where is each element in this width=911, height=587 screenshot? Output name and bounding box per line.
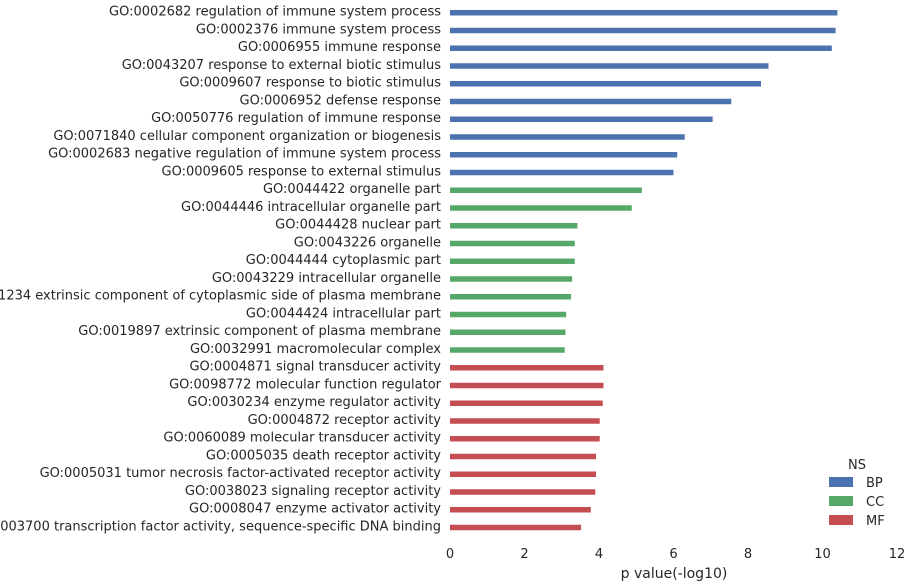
bar-bp xyxy=(450,116,713,122)
y-tick-label: GO:0006952 defense response xyxy=(240,93,442,108)
bar-bp xyxy=(450,81,762,87)
y-tick-label: GO:0044428 nuclear part xyxy=(275,218,441,233)
bar-mf xyxy=(450,524,582,531)
y-tick-label: GO:0009605 response to external stimulus xyxy=(162,164,442,179)
y-tick-label: GO:0044422 organelle part xyxy=(263,182,441,197)
y-tick-label: GO:0002376 immune system process xyxy=(196,22,441,37)
bar-cc xyxy=(450,187,642,193)
bar-mf xyxy=(450,453,597,460)
bar-mf xyxy=(450,418,600,424)
legend-swatch-bp xyxy=(829,477,853,487)
bar-mf xyxy=(450,436,600,442)
y-tick-label: GO:0071840 cellular component organizati… xyxy=(53,129,441,144)
y-tick-label: GO:0004871 signal transducer activity xyxy=(189,360,441,375)
y-tick-label: GO:0060089 molecular transducer activity xyxy=(163,431,441,446)
bar-bp xyxy=(450,45,832,51)
y-tick-label: GO:0050776 regulation of immune response xyxy=(151,111,441,126)
bar-mf xyxy=(450,489,596,495)
y-tick-label: GO:0043229 intracellular organelle xyxy=(212,271,441,286)
bar-mf xyxy=(450,400,603,406)
y-tick-label: GO:0031234 extrinsic component of cytopl… xyxy=(0,289,441,304)
y-tick-label: GO:0038023 signaling receptor activity xyxy=(185,484,441,499)
legend-label: BP xyxy=(866,476,883,491)
y-tick-label: GO:0008047 enzyme activator activity xyxy=(189,502,441,517)
y-tick-label: GO:0044444 cytoplasmic part xyxy=(246,253,441,268)
y-tick-label: GO:0002682 regulation of immune system p… xyxy=(109,5,441,20)
y-tick-label: GO:0009607 response to biotic stimulus xyxy=(179,76,441,91)
x-tick-label: 8 xyxy=(744,547,752,562)
x-tick-label: 2 xyxy=(520,547,528,562)
bar-bp xyxy=(450,27,836,34)
y-tick-label: GO:0043226 organelle xyxy=(294,235,441,250)
x-tick-label: 4 xyxy=(595,547,603,562)
bar-bp xyxy=(450,152,678,158)
bar-cc xyxy=(450,205,632,211)
bar-bp xyxy=(450,63,769,69)
y-tick-label: GO:0019897 extrinsic component of plasma… xyxy=(78,324,441,339)
y-tick-label: GO:0032991 macromolecular complex xyxy=(190,342,441,357)
x-axis-label: p value(-log10) xyxy=(621,566,728,582)
bar-mf xyxy=(450,471,597,477)
x-tick-label: 10 xyxy=(814,547,831,562)
x-tick-label: 0 xyxy=(446,547,454,562)
x-tick-labels: 0 2 4 6 8 10 12 xyxy=(446,547,905,562)
bar-cc xyxy=(450,223,578,229)
y-tick-label: GO:0005035 death receptor activity xyxy=(206,448,441,463)
bar-cc xyxy=(450,240,575,247)
bar-cc xyxy=(450,258,575,264)
bar-bp xyxy=(450,98,732,105)
y-tick-label: GO:0044424 intracellular part xyxy=(246,306,441,321)
legend-swatch-cc xyxy=(829,496,853,506)
legend-label: CC xyxy=(866,495,884,510)
bar-cc xyxy=(450,276,573,282)
y-tick-label: GO:0044446 intracellular organelle part xyxy=(181,200,441,215)
bars-group xyxy=(450,10,838,531)
bar-cc xyxy=(450,311,567,318)
legend-title: NS xyxy=(848,458,866,473)
y-tick-label: GO:0005031 tumor necrosis factor-activat… xyxy=(40,466,442,481)
bar-cc xyxy=(450,347,565,353)
x-tick-label: 12 xyxy=(889,547,906,562)
bar-bp xyxy=(450,134,685,140)
legend-label: MF xyxy=(866,514,885,529)
y-tick-label: GO:0006955 immune response xyxy=(238,40,441,55)
bar-mf xyxy=(450,507,591,513)
x-tick-label: 6 xyxy=(669,547,677,562)
bar-mf xyxy=(450,382,604,389)
y-tick-labels: GO:0002682 regulation of immune system p… xyxy=(0,5,442,535)
y-tick-label: GO:0043207 response to external biotic s… xyxy=(122,58,442,73)
bar-cc xyxy=(450,294,572,300)
bar-cc xyxy=(450,329,566,335)
bar-bp xyxy=(450,10,838,16)
y-tick-label: GO:0030234 enzyme regulator activity xyxy=(187,395,441,410)
y-tick-label: GO:0002683 negative regulation of immune… xyxy=(48,147,441,162)
y-tick-label: GO:0003700 transcription factor activity… xyxy=(0,519,441,534)
y-tick-label: GO:0098772 molecular function regulator xyxy=(169,377,442,392)
y-tick-label: GO:0004872 receptor activity xyxy=(248,413,442,428)
bar-bp xyxy=(450,169,674,176)
legend-swatch-mf xyxy=(829,515,853,525)
bar-mf xyxy=(450,365,604,371)
